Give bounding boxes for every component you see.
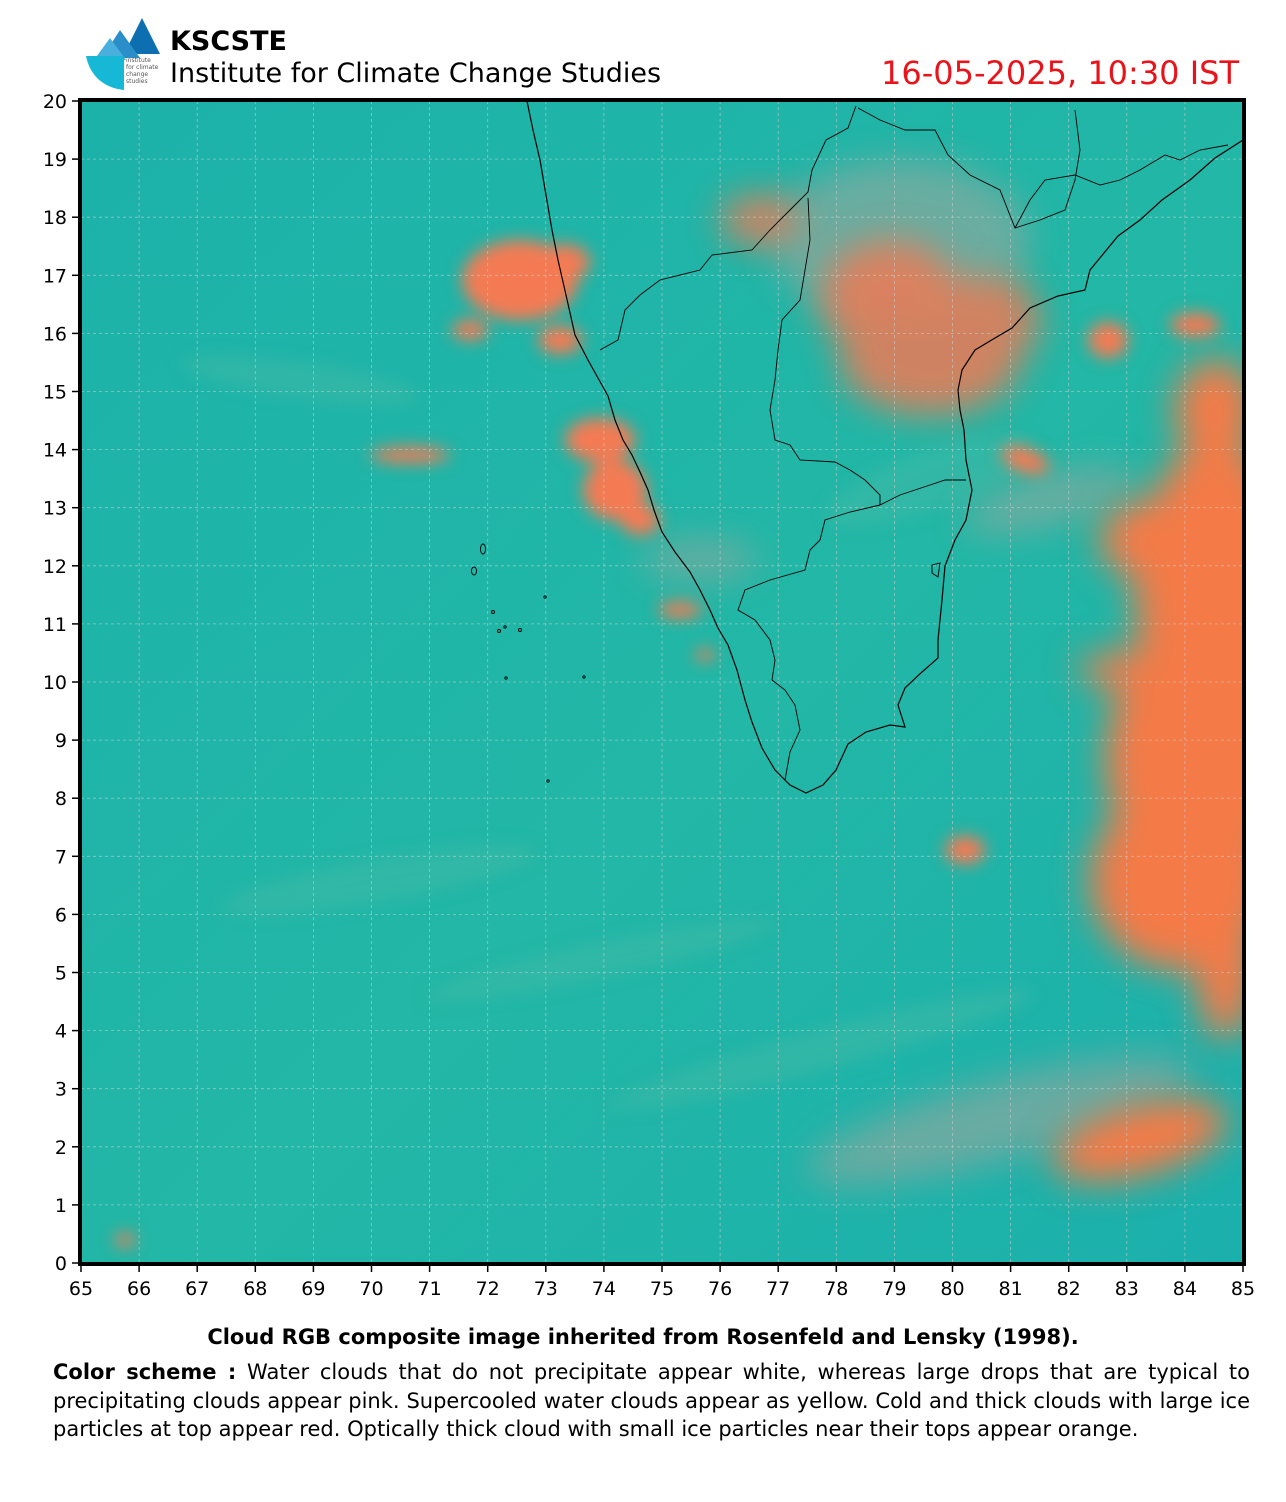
x-tick-label: 73	[534, 1278, 558, 1300]
y-tick-label: 20	[43, 91, 67, 113]
y-tick-label: 11	[43, 614, 67, 636]
header: institute for climate change studies KSC…	[0, 0, 1286, 98]
coastline	[526, 101, 1243, 794]
x-tick-label: 79	[882, 1278, 906, 1300]
y-tick-label: 0	[55, 1253, 67, 1275]
x-tick-label: 78	[824, 1278, 848, 1300]
x-tick-label: 65	[69, 1278, 93, 1300]
central-india-cloud	[720, 195, 1040, 415]
y-tick-label: 3	[55, 1079, 67, 1101]
org-name: KSCSTE	[170, 26, 287, 57]
x-tick-label: 77	[766, 1278, 790, 1300]
x-tick-label: 72	[476, 1278, 500, 1300]
x-tick-label: 68	[243, 1278, 267, 1300]
y-tick-label: 1	[55, 1195, 67, 1217]
y-tick-label: 10	[43, 672, 67, 694]
y-tick-label: 17	[43, 265, 67, 287]
institute-name: Institute for Climate Change Studies	[170, 58, 662, 89]
y-tick-label: 2	[55, 1137, 67, 1159]
x-tick-label: 76	[708, 1278, 732, 1300]
color-scheme-title: Color scheme :	[53, 1360, 237, 1384]
y-tick-label: 9	[55, 730, 67, 752]
x-tick-label: 66	[127, 1278, 151, 1300]
y-tick-label: 6	[55, 904, 67, 926]
x-tick-label: 75	[650, 1278, 674, 1300]
lakshadweep-islands	[471, 543, 941, 783]
x-tick-label: 71	[418, 1278, 442, 1300]
axes: 65 66 67 68 69 70 71 72 73 74 75 76 77 78 79 80 81 82 83 84…	[43, 91, 1255, 1300]
x-tick-label: 84	[1173, 1278, 1197, 1300]
orange-cloud-systems	[115, 240, 1220, 1247]
kscste-logo-icon: institute for climate change studies	[86, 18, 160, 90]
y-tick-label: 14	[43, 440, 67, 462]
logo-line-1: institute	[126, 57, 151, 64]
logo-line-2: for climate	[126, 64, 159, 71]
x-tick-label: 67	[185, 1278, 209, 1300]
y-tick-label: 12	[43, 556, 67, 578]
x-tick-label: 69	[301, 1278, 325, 1300]
x-tick-label: 70	[359, 1278, 383, 1300]
figure-caption: Cloud RGB composite image inherited from…	[207, 1325, 1079, 1349]
thin-cloud-streaks	[181, 355, 1034, 1111]
bay-of-bengal-cloud	[1052, 360, 1243, 1182]
y-tick-label: 16	[43, 323, 67, 345]
y-tick-label: 13	[43, 498, 67, 520]
y-tick-label: 8	[55, 788, 67, 810]
satellite-map: 65 66 67 68 69 70 71 72 73 74 75 76 77 78 79 80 81 82 83 84…	[43, 91, 1255, 1300]
y-tick-label: 15	[43, 382, 67, 404]
x-tick-label: 85	[1231, 1278, 1255, 1300]
x-tick-label: 74	[592, 1278, 616, 1300]
datetime-stamp: 16-05-2025, 10:30 IST	[881, 54, 1239, 92]
x-tick-label: 80	[940, 1278, 964, 1300]
y-tick-label: 18	[43, 207, 67, 229]
y-tick-label: 19	[43, 149, 67, 171]
logo-line-3: change	[126, 71, 148, 78]
x-tick-label: 82	[1057, 1278, 1081, 1300]
x-tick-label: 83	[1115, 1278, 1139, 1300]
logo-line-4: studies	[126, 78, 148, 85]
y-tick-label: 4	[55, 1021, 67, 1043]
y-tick-label: 7	[55, 846, 67, 868]
y-tick-label: 5	[55, 963, 67, 985]
gridlines	[81, 101, 1243, 1263]
color-scheme-note: Color scheme : Water clouds that do not …	[53, 1358, 1250, 1444]
state-boundaries	[599, 105, 1229, 781]
x-tick-label: 81	[999, 1278, 1023, 1300]
color-scheme-text: Water clouds that do not precipitate app…	[53, 1360, 1251, 1441]
map-frame	[78, 98, 1246, 1266]
